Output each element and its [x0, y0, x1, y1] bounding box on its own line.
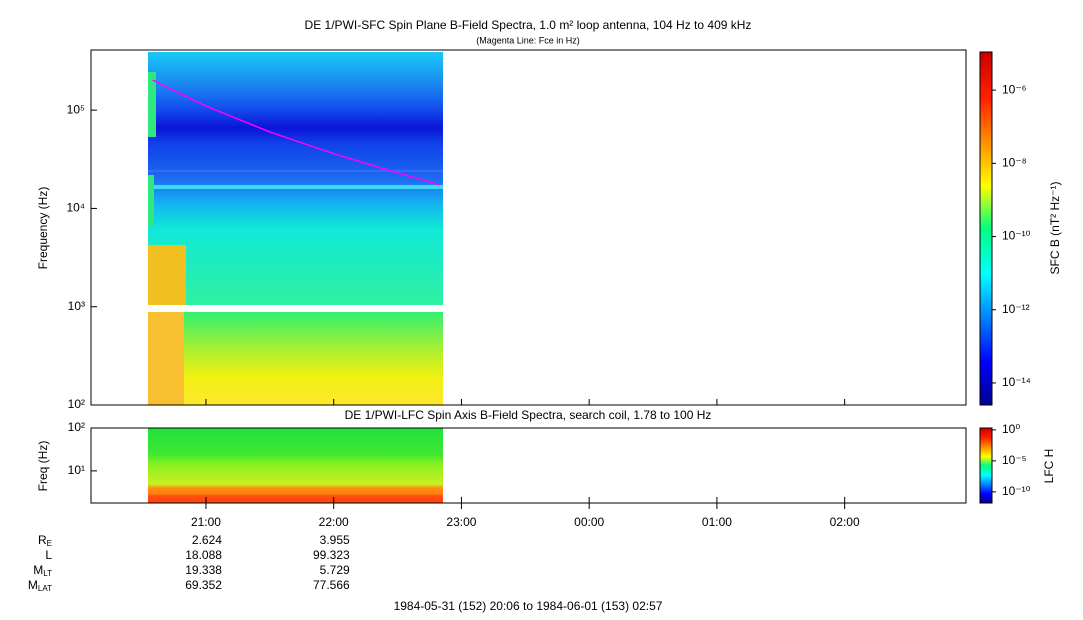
- ephemeris-value: 5.729: [320, 563, 350, 577]
- time-range: 1984-05-31 (152) 20:06 to 1984-06-01 (15…: [394, 599, 663, 613]
- x-tick-label: 02:00: [830, 515, 860, 529]
- ephemeris-label-main: L: [45, 548, 52, 562]
- ephemeris-label: MLT: [33, 563, 52, 578]
- ephemeris-value: 69.352: [185, 578, 222, 592]
- fce-line: [152, 79, 441, 186]
- colorbar-tick-label: 10⁻⁶: [1002, 82, 1027, 96]
- ephemeris-label: RE: [38, 533, 52, 548]
- ephemeris-label-main: M: [33, 563, 43, 577]
- colorbar-tick-label: 10⁰: [1002, 422, 1020, 436]
- colorbar: [979, 51, 993, 406]
- ephemeris-value: 19.338: [185, 563, 222, 577]
- plot-frame: [90, 49, 967, 406]
- x-tick-label: 22:00: [319, 515, 349, 529]
- y-axis-label: Frequency (Hz): [36, 187, 50, 270]
- colorbar-tick-label: 10⁻¹⁰: [1002, 229, 1031, 243]
- ephemeris-label-sub: LT: [43, 569, 52, 578]
- ephemeris-label: MLAT: [28, 578, 52, 593]
- ephemeris-label: L: [45, 548, 52, 562]
- ephemeris-value: 18.088: [185, 548, 222, 562]
- y-tick-label: 10²: [68, 397, 85, 411]
- ephemeris-value: 99.323: [313, 548, 350, 562]
- colorbar-tick-label: 10⁻¹⁴: [1002, 375, 1031, 389]
- colorbar-label: LFC H: [1042, 449, 1056, 484]
- ephemeris-label-main: R: [38, 533, 47, 547]
- ephemeris-label-main: M: [28, 578, 38, 592]
- chart-title: DE 1/PWI-SFC Spin Plane B-Field Spectra,…: [305, 18, 752, 32]
- y-tick-label: 10⁵: [67, 102, 85, 116]
- ephemeris-value: 77.566: [313, 578, 350, 592]
- colorbar-tick-label: 10⁻¹⁰: [1002, 484, 1031, 498]
- x-tick-label: 23:00: [446, 515, 476, 529]
- colorbar-label: SFC B (nT² Hz⁻¹): [1048, 182, 1062, 275]
- chart-subtitle: (Magenta Line: Fce in Hz): [476, 35, 580, 45]
- x-tick-label: 00:00: [574, 515, 604, 529]
- plot-frame: [90, 427, 967, 504]
- y-axis-label: Freq (Hz): [36, 441, 50, 492]
- y-tick-label: 10³: [68, 299, 85, 313]
- y-tick-label: 10²: [68, 420, 85, 434]
- chart-title: DE 1/PWI-LFC Spin Axis B-Field Spectra, …: [345, 408, 712, 422]
- spectrogram-image: [148, 52, 443, 503]
- x-tick-label: 01:00: [702, 515, 732, 529]
- x-tick-label: 21:00: [191, 515, 221, 529]
- colorbar: [979, 427, 993, 504]
- ephemeris-label-sub: E: [47, 539, 52, 548]
- y-tick-label: 10¹: [68, 463, 85, 477]
- y-tick-label: 10⁴: [66, 201, 85, 215]
- ephemeris-label-sub: LAT: [38, 584, 52, 593]
- colorbar-tick-label: 10⁻⁸: [1002, 156, 1027, 170]
- colorbar-tick-label: 10⁻¹²: [1002, 302, 1030, 316]
- ephemeris-value: 2.624: [192, 533, 222, 547]
- colorbar-tick-label: 10⁻⁵: [1002, 453, 1027, 467]
- ephemeris-value: 3.955: [320, 533, 350, 547]
